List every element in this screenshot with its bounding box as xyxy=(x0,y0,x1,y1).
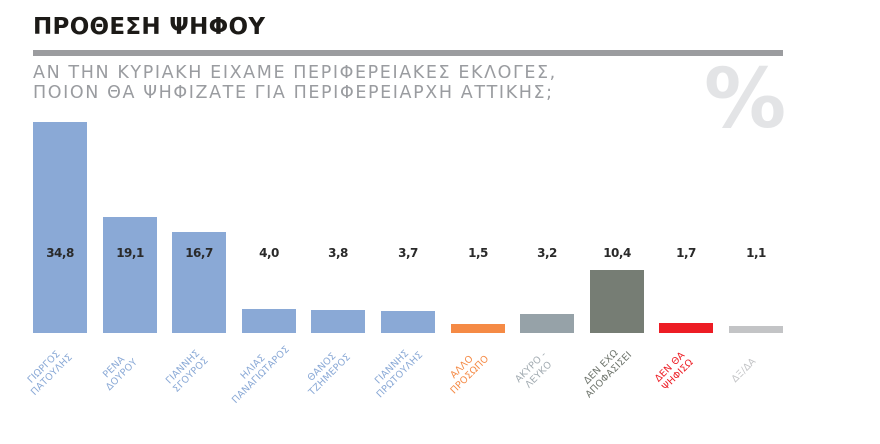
bar xyxy=(659,323,713,333)
category-label: ΘΑΝΟΣ ΤΖΗΜΕΡΟΣ xyxy=(305,350,354,399)
bar xyxy=(520,314,574,333)
category-label: ΗΛΙΑΣ ΠΑΝΑΓΙΩΤΑΡΟΣ xyxy=(229,343,292,406)
bar xyxy=(33,122,87,333)
percent-icon: % xyxy=(704,52,787,147)
bar xyxy=(451,324,505,333)
bar xyxy=(103,217,157,333)
bar xyxy=(729,326,783,333)
bar-value-label: 1,1 xyxy=(746,246,766,260)
category-label: ΔΕΝ ΕΧΩ ΑΠΟΦΑΣΙΣΕΙ xyxy=(581,347,635,401)
bar-value-label: 34,8 xyxy=(46,246,74,260)
chart-title: ΠΡΟΘΕΣΗ ΨΗΦΟΥ xyxy=(33,14,266,40)
category-label: ΓΙΑΝΝΗΣ ΠΡΩΤΟΥΛΗΣ xyxy=(372,347,426,401)
category-label: ΔΞ/ΔΑ xyxy=(729,356,759,385)
bar xyxy=(172,232,226,333)
bar-value-label: 1,5 xyxy=(468,246,488,260)
bar-value-label: 4,0 xyxy=(259,246,279,260)
bar-value-label: 3,7 xyxy=(398,246,418,260)
category-label: ΑΚΥΡΟ - ΛΕΥΚΟ xyxy=(513,349,555,391)
chart-subtitle: ΑΝ ΤΗΝ ΚΥΡΙΑΚΗ ΕΙΧΑΜΕ ΠΕΡΙΦΕΡΕΙΑΚΕΣ ΕΚΛΟ… xyxy=(33,63,557,103)
bar-value-label: 19,1 xyxy=(116,246,144,260)
bar xyxy=(311,310,365,333)
bar-value-label: 16,7 xyxy=(185,246,213,260)
bar xyxy=(381,311,435,333)
category-label: ΓΙΑΝΝΗΣ ΣΓΟΥΡΟΣ xyxy=(163,347,211,395)
bar-value-label: 10,4 xyxy=(603,246,631,260)
subtitle-line-2: ΠΟΙΟΝ ΘΑ ΨΗΦΙΖΑΤΕ ΓΙΑ ΠΕΡΙΦΕΡΕΙΑΡΧΗ ΑΤΤΙ… xyxy=(33,83,554,103)
subtitle-line-1: ΑΝ ΤΗΝ ΚΥΡΙΑΚΗ ΕΙΧΑΜΕ ΠΕΡΙΦΕΡΕΙΑΚΕΣ ΕΚΛΟ… xyxy=(33,63,557,83)
category-label: ΑΛΛΟ ΠΡΟΣΩΠΟ xyxy=(448,353,492,397)
bar xyxy=(242,309,296,333)
bar-value-label: 1,7 xyxy=(676,246,696,260)
bar-value-label: 3,2 xyxy=(537,246,557,260)
bar-value-label: 3,8 xyxy=(328,246,348,260)
category-label: ΔΕΝ ΘΑ ΨΗΦΙΣΩ xyxy=(652,349,696,393)
title-divider xyxy=(33,50,783,56)
bar xyxy=(590,270,644,333)
category-label: ΡΕΝΑ ΔΟΥΡΟΥ xyxy=(100,353,140,393)
category-label: ΓΙΩΡΓΟΣ ΠΑΤΟΥΛΗΣ xyxy=(25,348,75,398)
